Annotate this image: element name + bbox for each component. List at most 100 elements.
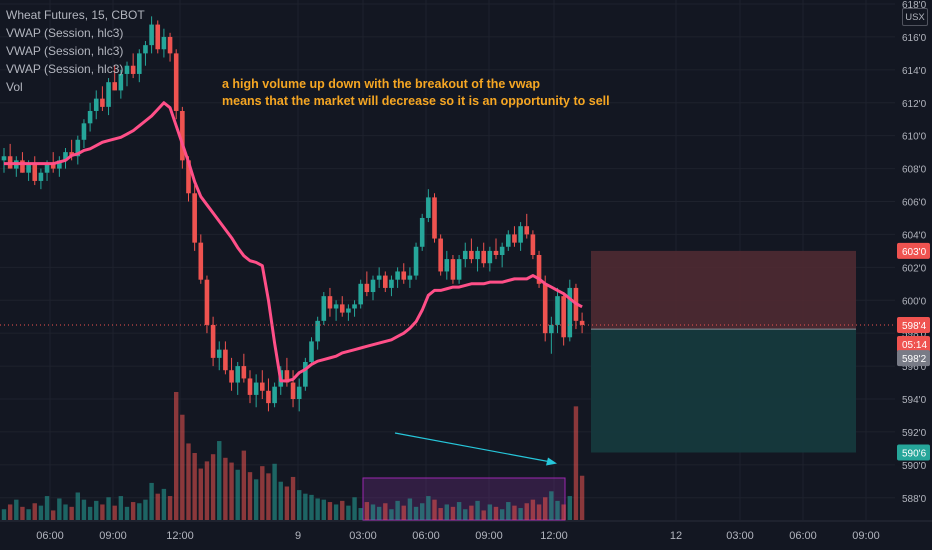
volume-bar	[272, 463, 277, 520]
candle-body	[549, 324, 554, 334]
volume-bar	[315, 498, 320, 520]
candle-body	[155, 24, 161, 50]
volume-bar	[340, 500, 345, 520]
candle-body	[38, 172, 44, 181]
candle-body	[401, 271, 407, 280]
volume-bar	[192, 453, 197, 520]
volume-bar	[38, 505, 44, 520]
volume-bar	[118, 496, 124, 520]
candle-body	[352, 304, 357, 309]
volume-bar	[493, 506, 499, 520]
volume-bar	[94, 500, 99, 520]
candle-body	[161, 36, 167, 50]
candle-body	[50, 164, 56, 169]
volume-bar	[155, 493, 160, 520]
volume-bar	[518, 508, 523, 520]
time-axis-bg	[0, 521, 932, 550]
volume-bar	[303, 493, 308, 520]
volume-bar	[26, 509, 31, 520]
price-tick-label: 596'0	[902, 362, 927, 373]
candle-body	[524, 226, 530, 235]
drawings[interactable]	[0, 324, 895, 466]
candle-body	[370, 279, 376, 293]
last-price-tag: 598'4	[902, 321, 927, 332]
candle-body	[579, 320, 585, 325]
candle-body	[247, 378, 253, 395]
volume-bar	[290, 476, 296, 520]
position-tool[interactable]	[591, 250, 856, 453]
price-tick-label: 610'0	[902, 132, 927, 143]
volume-bar	[309, 494, 314, 520]
volume-bar	[352, 497, 357, 520]
volume-bar	[20, 506, 25, 520]
volume-bar	[506, 502, 511, 520]
currency-badge[interactable]: USX	[902, 8, 928, 26]
candle-body	[192, 193, 197, 243]
candle-body	[260, 382, 265, 391]
price-tick-label: 588'0	[902, 494, 927, 505]
candle-body	[419, 217, 425, 247]
time-axis[interactable]: 06:00 09:00 12:00 9 03:00 06:00 09:00 12:00 12 03…	[0, 520, 932, 550]
candle-body	[450, 259, 456, 280]
time-tick-label: 03:00	[349, 530, 377, 542]
entry-price-tag-bg	[897, 350, 930, 367]
time-tick-label: 06:00	[789, 530, 817, 542]
volume-bar	[573, 406, 579, 520]
volume-bar	[487, 504, 493, 520]
volume-bar	[530, 499, 536, 520]
vwap-line	[4, 101, 583, 383]
candle-body	[432, 197, 437, 239]
legend-study-vwap-2[interactable]: VWAP (Session, hlc3)	[6, 44, 124, 58]
volume-bar	[247, 472, 253, 520]
stop-price-tag-bg	[897, 242, 930, 259]
time-tick-label: 09:00	[99, 530, 127, 542]
legend-symbol[interactable]: Wheat Futures, 15, CBOT	[6, 8, 145, 22]
time-tick-label: 03:00	[726, 530, 754, 542]
vwap-polyline	[4, 101, 583, 383]
candle-body	[383, 275, 388, 288]
candle-body	[149, 24, 154, 46]
volume-bar	[321, 499, 326, 520]
candle-body	[26, 164, 31, 173]
price-tick-label: 612'0	[902, 99, 927, 110]
candle-body	[567, 287, 573, 338]
time-tick-label: 9	[295, 530, 301, 542]
candle-body	[186, 160, 191, 194]
candle-body	[481, 250, 486, 264]
candle-body	[63, 152, 68, 161]
price-tick-label: 616'0	[902, 33, 927, 44]
price-tick-label: 598'0	[902, 329, 927, 340]
volume-bar	[14, 499, 19, 520]
legend-study-vwap-1[interactable]: VWAP (Session, hlc3)	[6, 26, 124, 40]
volume-bar	[217, 441, 222, 520]
last-price-tag-bg	[897, 316, 930, 333]
candle-body	[444, 259, 450, 272]
candle-body	[346, 308, 351, 313]
candle-body	[327, 296, 333, 309]
candle-body	[364, 283, 370, 293]
candle-body	[81, 123, 87, 140]
volume-bar	[204, 461, 210, 520]
candle-body	[456, 259, 462, 280]
candle-body	[241, 366, 247, 379]
volume-bar	[376, 506, 382, 520]
volume-bar	[149, 482, 154, 520]
candle-body	[143, 45, 148, 54]
legend-study-volume[interactable]: Vol	[6, 80, 23, 94]
time-tick-label: 12:00	[540, 530, 568, 542]
price-axis[interactable]: 618'0 616'0 614'0 612'0 610'0 608'0 606'0 604'0…	[895, 0, 932, 550]
volume-bar	[555, 500, 560, 520]
candle-body	[284, 370, 290, 383]
legend-study-vwap-3[interactable]: VWAP (Session, hlc3)	[6, 62, 124, 76]
candle-body	[216, 349, 222, 358]
annotation-line-1: a high volume up down with the breakout …	[222, 77, 541, 91]
price-tick-label: 606'0	[902, 198, 927, 209]
volume-bar	[475, 500, 480, 520]
candle-body	[57, 160, 62, 169]
volume-bar	[333, 504, 339, 520]
volume-bar	[463, 509, 468, 520]
volume-bar	[81, 499, 87, 520]
annotation-text[interactable]: a high volume up down with the breakout …	[222, 76, 610, 110]
candle-body	[223, 349, 228, 371]
